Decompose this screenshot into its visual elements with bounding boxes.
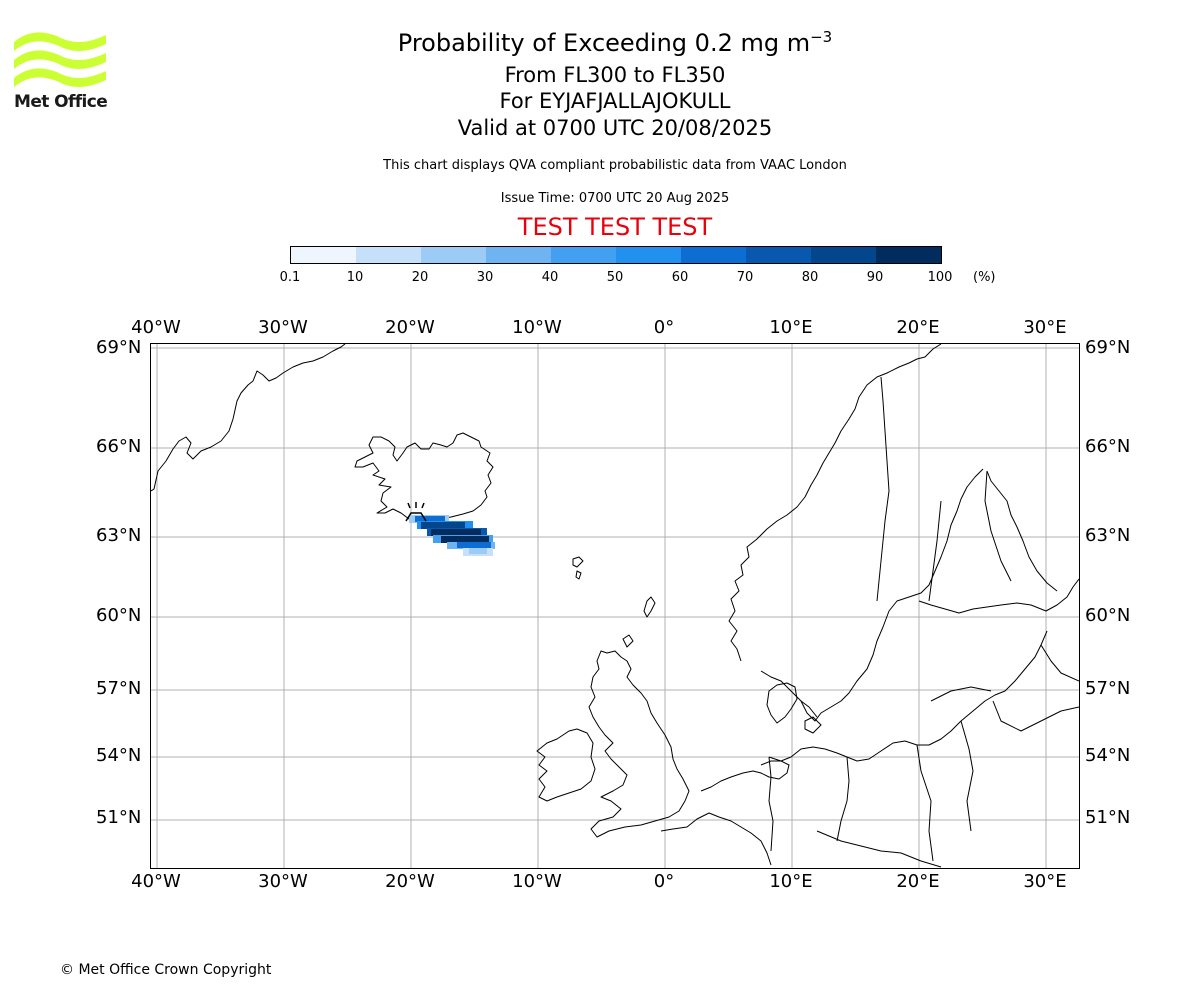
lat-label-left: 69°N	[96, 337, 142, 358]
lon-label-bottom: 0°	[653, 871, 675, 892]
lon-label-bottom: 20°E	[896, 871, 940, 892]
ash-probability-plume	[409, 515, 495, 556]
central-europe-coast	[768, 630, 1048, 762]
lat-label-right: 69°N	[1085, 337, 1131, 358]
colorbar-segment	[291, 247, 356, 263]
volcano-name: For EYJAFJALLAJOKULL	[499, 89, 731, 113]
chart-title-exponent: −3	[810, 28, 833, 46]
colorbar-segment	[681, 247, 746, 263]
colorbar-segment	[616, 247, 681, 263]
lon-label-top: 40°W	[131, 317, 181, 338]
colorbar-segment	[356, 247, 421, 263]
test-banner: TEST TEST TEST	[517, 213, 713, 241]
lat-label-left: 63°N	[96, 525, 142, 546]
colorbar-segment	[876, 247, 941, 263]
colorbar-tick-label: 40	[541, 270, 559, 285]
iceland-coast	[354, 432, 494, 522]
colorbar-segment	[486, 247, 551, 263]
lon-label-top: 10°E	[769, 317, 813, 338]
lat-label-right: 63°N	[1085, 525, 1131, 546]
valid-time: Valid at 0700 UTC 20/08/2025	[457, 116, 773, 140]
lon-label-top: 30°E	[1023, 317, 1067, 338]
lat-label-right: 51°N	[1085, 807, 1131, 828]
lon-label-top: 20°E	[896, 317, 940, 338]
lon-label-top: 0°	[653, 317, 675, 338]
chart-title-main: Probability of Exceeding 0.2 mg m	[397, 29, 811, 57]
plume-cell	[469, 548, 487, 554]
ireland-coast	[536, 728, 596, 802]
plume-cell	[421, 522, 465, 529]
country-borders	[768, 376, 1079, 868]
colorbar-tick-label: 50	[606, 270, 624, 285]
great-britain-coast	[588, 650, 690, 838]
colorbar-segment	[746, 247, 811, 263]
plume-cell	[441, 536, 489, 543]
finland-north-coast	[986, 470, 1058, 592]
lon-label-bottom: 10°W	[512, 871, 562, 892]
baltic-coast	[760, 468, 984, 722]
graticule	[151, 344, 1079, 868]
logo-wordmark: Met Office	[14, 92, 108, 112]
map-panel[interactable]	[150, 343, 1080, 869]
plume-cell	[457, 542, 491, 548]
lat-label-right: 57°N	[1085, 678, 1131, 699]
chart-description: This chart displays QVA compliant probab…	[383, 158, 847, 173]
probability-colorbar	[290, 246, 942, 264]
met-office-waves-icon	[14, 32, 106, 87]
colorbar-tick-label: 10	[346, 270, 364, 285]
finland-coast	[918, 578, 1079, 614]
lon-label-top: 10°W	[512, 317, 562, 338]
lon-label-bottom: 40°W	[131, 871, 181, 892]
colorbar-tick-label: 80	[801, 270, 819, 285]
colorbar-segment	[811, 247, 876, 263]
lon-label-bottom: 30°E	[1023, 871, 1067, 892]
issue-time: Issue Time: 0700 UTC 20 Aug 2025	[500, 191, 730, 206]
colorbar-segment	[421, 247, 486, 263]
greenland-coast	[151, 344, 346, 492]
flight-level-range: From FL300 to FL350	[504, 63, 726, 87]
lon-label-top: 30°W	[258, 317, 308, 338]
lat-label-right: 66°N	[1085, 436, 1131, 457]
copyright-notice: © Met Office Crown Copyright	[60, 962, 272, 978]
colorbar-tick-label: 100	[927, 270, 953, 285]
low-countries-coast	[700, 760, 790, 792]
lon-label-bottom: 20°W	[385, 871, 435, 892]
norway-coast	[728, 344, 942, 662]
colorbar-tick-label: 60	[671, 270, 689, 285]
coastlines	[151, 344, 1079, 868]
lat-label-left: 66°N	[96, 436, 142, 457]
denmark-coast	[766, 682, 822, 734]
plume-cell	[431, 529, 481, 536]
lat-label-left: 51°N	[96, 807, 142, 828]
shetland-coast	[643, 596, 656, 618]
lon-label-top: 20°W	[385, 317, 435, 338]
plume-cell	[415, 516, 445, 522]
lat-label-right: 54°N	[1085, 745, 1131, 766]
lat-label-left: 57°N	[96, 678, 142, 699]
map-canvas	[151, 344, 1079, 868]
colorbar-tick-label: 30	[476, 270, 494, 285]
colorbar-tick-label: 0.1	[279, 270, 301, 285]
colorbar-tick-label: 90	[866, 270, 884, 285]
met-office-logo: Met Office	[14, 30, 109, 112]
colorbar-segment	[551, 247, 616, 263]
orkney-coast	[622, 634, 634, 648]
colorbar-tick-label: 70	[736, 270, 754, 285]
colorbar-unit: (%)	[973, 270, 996, 285]
colorbar-tick-label: 20	[411, 270, 429, 285]
faroe-islands-coast	[572, 556, 584, 580]
france-north-coast	[660, 812, 772, 866]
volcano-icon	[405, 502, 427, 522]
lon-label-bottom: 30°W	[258, 871, 308, 892]
lat-label-left: 60°N	[96, 605, 142, 626]
chart-title: Probability of Exceeding 0.2 mg m−3	[0, 28, 1200, 57]
lat-label-right: 60°N	[1085, 605, 1131, 626]
lon-label-bottom: 10°E	[769, 871, 813, 892]
lat-label-left: 54°N	[96, 745, 142, 766]
